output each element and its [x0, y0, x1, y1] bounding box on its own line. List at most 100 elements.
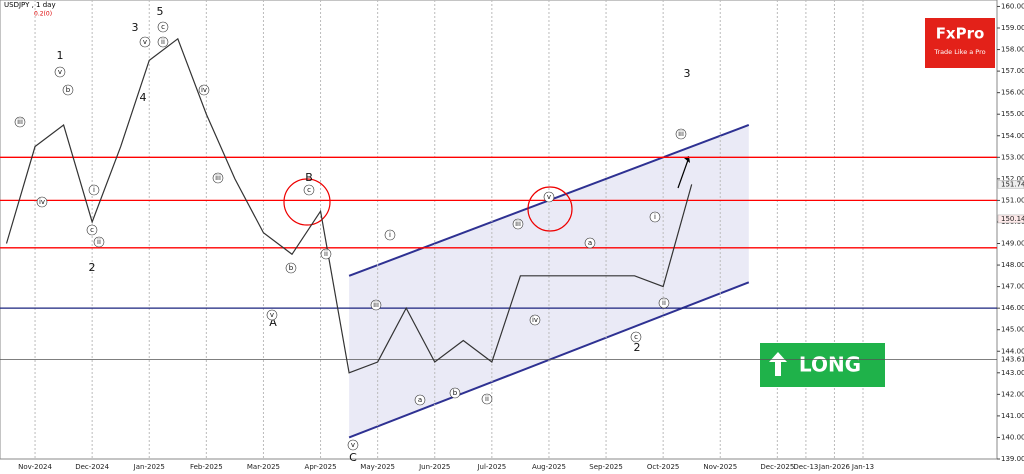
sub-wave-circle: [36, 196, 48, 208]
price-label: 151.744: [1001, 180, 1024, 188]
x-tick-label: Jul-2025: [476, 463, 506, 471]
sub-wave-label: iv: [201, 86, 207, 94]
sub-wave-circle: [630, 331, 642, 343]
y-tick-label: 139.000: [1001, 455, 1024, 463]
wave-label: 3: [684, 67, 691, 80]
x-tick-label: Aug-2025: [532, 463, 566, 471]
x-tick-label: Jan-2025: [133, 463, 165, 471]
highlight-circle: [283, 178, 331, 226]
wave-label: 5: [157, 5, 164, 18]
wave-label: C: [349, 451, 357, 464]
y-tick-label: 156.000: [1001, 89, 1024, 97]
sub-wave-circle: [88, 184, 100, 196]
sub-wave-circle: [54, 66, 66, 78]
price-label-box: [997, 180, 1024, 189]
sub-wave-label: ii: [161, 38, 165, 46]
wave-label: 2: [89, 261, 96, 274]
y-tick-label: 142.000: [1001, 390, 1024, 398]
x-tick-label: Jan-13: [851, 463, 874, 471]
sub-wave-circle: [139, 36, 151, 48]
sub-wave-circle: [529, 314, 541, 326]
sub-wave-circle: [157, 36, 169, 48]
x-tick-label: Apr-2025: [305, 463, 337, 471]
x-tick-label: Feb-2025: [190, 463, 223, 471]
x-tick-label: Dec-2024: [75, 463, 109, 471]
y-tick-label: 157.000: [1001, 67, 1024, 75]
sub-wave-label: b: [453, 389, 458, 397]
sub-wave-label: v: [143, 38, 147, 46]
sub-wave-label: i: [93, 186, 95, 194]
sub-wave-circle: [512, 218, 524, 230]
y-tick-label: 140.000: [1001, 433, 1024, 441]
x-tick-label: Nov-2024: [18, 463, 52, 471]
sub-wave-circle: [370, 299, 382, 311]
y-tick-label: 149.000: [1001, 240, 1024, 248]
y-tick-label: 154.000: [1001, 132, 1024, 140]
y-tick-label: 141.000: [1001, 412, 1024, 420]
signal-text: LONG: [799, 353, 861, 377]
y-tick-label: 144.000: [1001, 347, 1024, 355]
sub-wave-label: a: [588, 239, 592, 247]
target-arrow: [677, 159, 689, 189]
sub-wave-label: iii: [17, 118, 23, 126]
sub-wave-circle: [675, 128, 687, 140]
chart-title: USDJPY , 1 day: [4, 1, 56, 9]
sub-wave-circle: [86, 224, 98, 236]
x-tick-label: Nov-2025: [703, 463, 737, 471]
y-tick-label: 152.000: [1001, 175, 1024, 183]
sub-wave-label: b: [66, 86, 71, 94]
y-tick-label: 148.000: [1001, 261, 1024, 269]
wave-label: 3: [132, 21, 139, 34]
x-tick-label: Oct-2025: [647, 463, 679, 471]
sub-wave-label: ii: [662, 299, 666, 307]
sub-wave-label: b: [289, 264, 294, 272]
sub-wave-circle: [14, 116, 26, 128]
level-label: 143.618: [1001, 355, 1024, 363]
sub-wave-circle: [157, 21, 169, 33]
x-tick-label: Sep-2025: [589, 463, 623, 471]
sub-wave-circle: [384, 229, 396, 241]
x-tick-label: Jun-2025: [418, 463, 450, 471]
x-tick-label: Jan-2026: [818, 463, 851, 471]
x-tick-label: Mar-2025: [247, 463, 280, 471]
highlight-circle: [527, 186, 573, 232]
wave-label: 1: [57, 49, 64, 62]
sub-wave-circle: [649, 211, 661, 223]
sub-wave-label: iii: [215, 174, 221, 182]
y-tick-label: 145.000: [1001, 326, 1024, 334]
sub-wave-label: ii: [324, 250, 328, 258]
sub-wave-label: iv: [532, 316, 538, 324]
sub-wave-label: c: [90, 226, 94, 234]
y-tick-label: 160.000: [1001, 2, 1024, 10]
sub-wave-label: v: [547, 193, 551, 201]
price-line: [5, 37, 693, 374]
sub-wave-circle: [347, 439, 359, 451]
sub-wave-circle: [198, 84, 210, 96]
sub-wave-label: iii: [373, 301, 379, 309]
logo-box: [925, 18, 995, 68]
sub-wave-circle: [212, 172, 224, 184]
y-tick-label: 158.000: [1001, 46, 1024, 54]
sub-wave-circle: [266, 309, 278, 321]
sub-wave-label: i: [389, 231, 391, 239]
sub-wave-label: iii: [678, 130, 684, 138]
wave-label: A: [269, 316, 277, 329]
x-tick-label: May-2025: [360, 463, 395, 471]
y-tick-label: 153.000: [1001, 153, 1024, 161]
sub-wave-circle: [584, 237, 596, 249]
sub-wave-label: v: [58, 68, 62, 76]
y-tick-label: 147.000: [1001, 283, 1024, 291]
price-label-box: [997, 214, 1024, 224]
sub-wave-circle: [62, 84, 74, 96]
sub-wave-label: c: [161, 23, 165, 31]
x-tick-label: Dec-2025: [760, 463, 794, 471]
sub-wave-circle: [303, 184, 315, 196]
y-tick-label: 146.000: [1001, 304, 1024, 312]
sub-wave-circle: [481, 393, 493, 405]
x-tick-label: Dec-13: [793, 463, 818, 471]
sub-wave-circle: [543, 191, 555, 203]
sub-wave-label: iv: [39, 198, 45, 206]
signal-arrow: [769, 352, 787, 376]
